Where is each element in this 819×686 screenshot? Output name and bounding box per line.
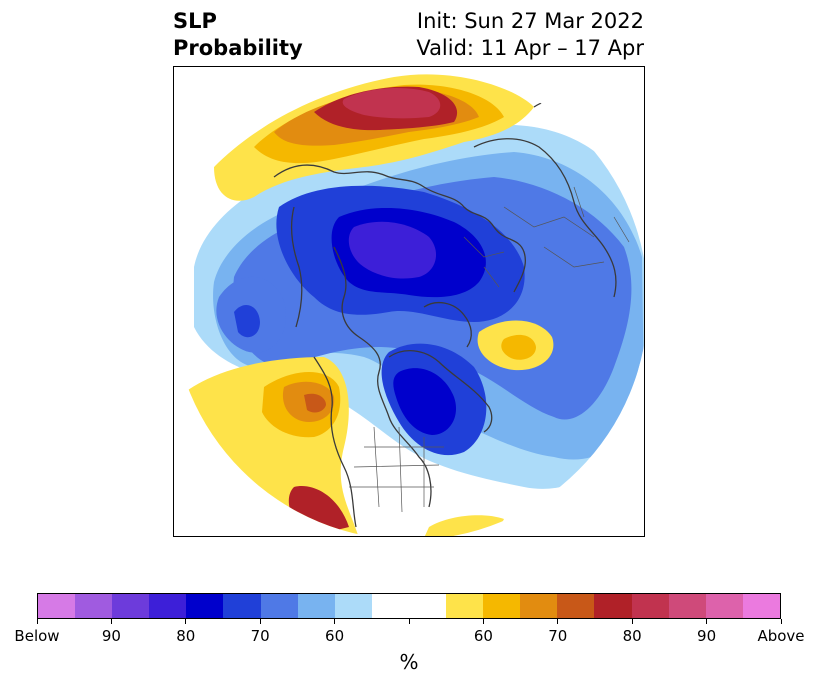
shade-indigo [348, 221, 437, 279]
probability-map [174, 67, 644, 536]
colorbar-tick-label: 60 [325, 627, 345, 645]
map-title: SLP Probability [173, 8, 303, 62]
coastlines [273, 98, 617, 528]
colorbar-tick-label: 90 [101, 627, 121, 645]
forecast-dates: Init: Sun 27 Mar 2022 Valid: 11 Apr – 17… [416, 8, 644, 62]
colorbar-segment [594, 594, 632, 618]
colorbar-segment [334, 594, 372, 618]
colorbar-segment [371, 594, 409, 618]
shade-rose-top [342, 87, 441, 119]
colorbar-segment [75, 594, 113, 618]
colorbar-tick [557, 619, 559, 624]
colorbar-tick [631, 619, 633, 624]
title-variable: SLP [173, 9, 217, 33]
colorbar-segment [38, 594, 76, 618]
colorbar-tick-label: 70 [548, 627, 568, 645]
colorbar-tick [408, 619, 410, 624]
colorbar-segment [557, 594, 595, 618]
colorbar-unit: % [399, 650, 419, 674]
colorbar-tick [259, 619, 261, 624]
init-date: Init: Sun 27 Mar 2022 [416, 9, 644, 33]
colorbar-segment [520, 594, 558, 618]
colorbar-segment [742, 594, 780, 618]
shade-deep-blue-na [393, 368, 457, 435]
shade-orange-ne [501, 334, 536, 360]
title-type: Probability [173, 36, 303, 60]
shade-royal-west [234, 304, 260, 338]
colorbar-tick-label: 60 [473, 627, 493, 645]
colorbar-segment [705, 594, 743, 618]
colorbar-segment [483, 594, 521, 618]
colorbar-tick-label: 70 [250, 627, 270, 645]
colorbar-tick-label: Below [14, 627, 60, 645]
colorbar-tick-label: Above [757, 627, 805, 645]
colorbar-segment [149, 594, 187, 618]
colorbar-segment [668, 594, 706, 618]
colorbar-tick-label: 90 [697, 627, 717, 645]
colorbar-segment [112, 594, 150, 618]
colorbar [37, 593, 781, 619]
colorbar-tick [706, 619, 708, 624]
colorbar-tick-label: 80 [176, 627, 196, 645]
colorbar-segment [446, 594, 484, 618]
colorbar-tick [185, 619, 187, 624]
colorbar-segment [631, 594, 669, 618]
colorbar-tick [780, 619, 782, 624]
valid-dates: Valid: 11 Apr – 17 Apr [416, 36, 644, 60]
colorbar-tick-label: 80 [622, 627, 642, 645]
colorbar-tick [482, 619, 484, 624]
colorbar-segment [260, 594, 298, 618]
colorbar-tick [334, 619, 336, 624]
colorbar-tick [110, 619, 112, 624]
shade-red-sw [304, 393, 326, 413]
colorbar-segment [408, 594, 447, 618]
colorbar-tick [36, 619, 38, 624]
borders [349, 186, 630, 513]
map-panel [173, 66, 645, 537]
colorbar-segment [186, 594, 224, 618]
colorbar-segment [297, 594, 335, 618]
colorbar-segment [223, 594, 261, 618]
